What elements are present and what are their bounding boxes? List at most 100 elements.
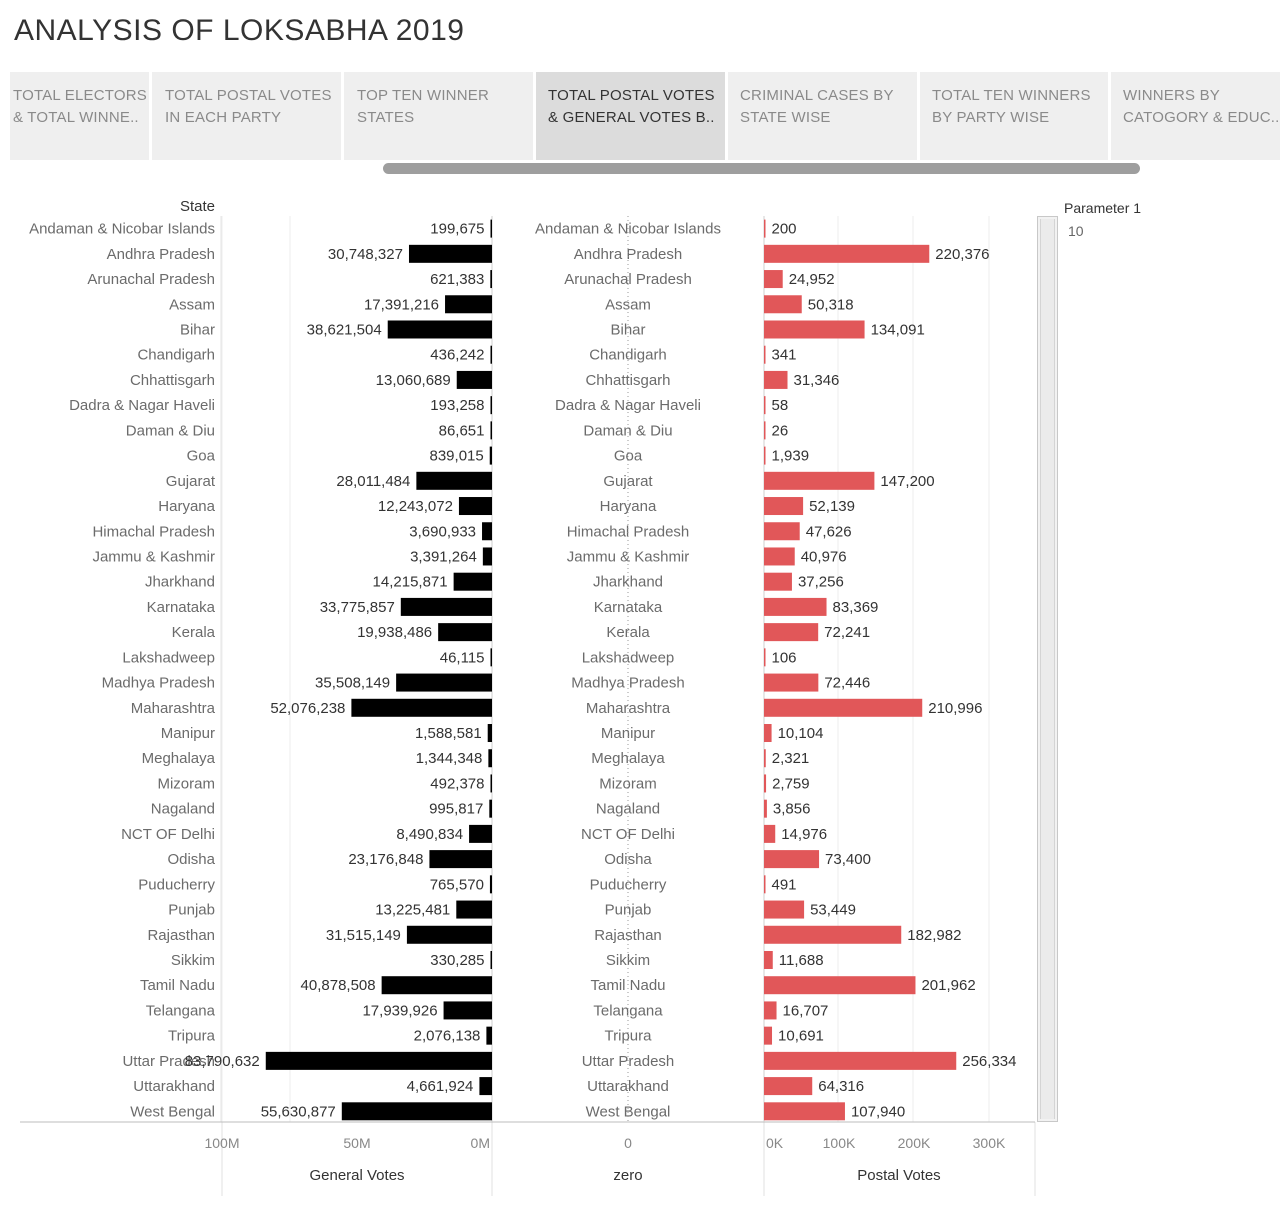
general-votes-bar: [265, 1051, 492, 1070]
postal-votes-label: 147,200: [880, 473, 934, 490]
postal-votes-label: 37,256: [798, 574, 844, 591]
postal-votes-label: 10,104: [778, 725, 824, 742]
state-row-label: Uttar Pradesh: [122, 1053, 215, 1070]
tab-criminal-cases[interactable]: CRIMINAL CASES BY STATE WISE: [728, 72, 917, 160]
zero-pane-state-label: Himachal Pradesh: [567, 523, 690, 540]
postal-votes-label: 210,996: [928, 700, 982, 717]
zero-pane-state-label: NCT OF Delhi: [581, 826, 675, 843]
tab-postal-general-votes[interactable]: TOTAL POSTAL VOTES & GENERAL VOTES B..: [536, 72, 725, 160]
state-row-label: Arunachal Pradesh: [87, 271, 215, 288]
postal-votes-bar: [764, 219, 766, 238]
postal-votes-label: 182,982: [907, 927, 961, 944]
general-votes-bar: [445, 295, 492, 314]
general-votes-bar: [400, 597, 492, 616]
postal-votes-label: 2,759: [772, 775, 810, 792]
zero-pane-state-label: Jharkhand: [593, 574, 663, 591]
state-row-label: Maharashtra: [131, 700, 216, 717]
zero-pane-state-label: Bihar: [610, 321, 645, 338]
postal-votes-bar: [764, 370, 788, 389]
zero-pane-state-label: Chandigarh: [589, 347, 667, 364]
zero-pane-state-label: Tamil Nadu: [590, 977, 665, 994]
postal-votes-bar: [764, 824, 776, 843]
tab-ten-winners-party[interactable]: TOTAL TEN WINNERS BY PARTY WISE: [920, 72, 1108, 160]
tab-label-line1: TOTAL ELECTORS: [13, 87, 147, 104]
parameter-scrollbar-thumb[interactable]: [1040, 219, 1055, 1119]
general-votes-bar: [341, 1102, 492, 1121]
postal-votes-label: 1,939: [772, 448, 810, 465]
general-votes-bar: [490, 396, 492, 415]
postal-axis-tick: 100K: [823, 1135, 856, 1151]
state-row-label: Rajasthan: [147, 927, 215, 944]
general-votes-bar: [408, 244, 492, 263]
general-votes-bar: [489, 799, 492, 818]
general-votes-bar: [490, 774, 492, 793]
general-axis-tick: 50M: [343, 1135, 370, 1151]
state-row-label: Sikkim: [171, 952, 215, 969]
general-votes-bar: [416, 471, 492, 490]
postal-votes-label: 10,691: [778, 1028, 824, 1045]
state-row-label: Haryana: [158, 498, 215, 515]
general-votes-label: 1,588,581: [415, 725, 482, 742]
tab-label-line2: CATOGORY & EDUC..: [1123, 109, 1280, 126]
postal-votes-label: 341: [772, 347, 797, 364]
postal-votes-label: 220,376: [935, 246, 989, 263]
postal-votes-bar: [764, 396, 766, 415]
postal-votes-bar: [764, 446, 766, 465]
zero-pane-state-label: Manipur: [601, 725, 655, 742]
general-votes-label: 330,285: [430, 952, 484, 969]
general-votes-label: 492,378: [430, 775, 484, 792]
state-row-label: Andhra Pradesh: [107, 246, 215, 263]
postal-votes-bar: [764, 799, 767, 818]
state-row-label: Goa: [187, 448, 216, 465]
general-votes-bar: [487, 724, 492, 743]
tab-top-ten-winner-states[interactable]: TOP TEN WINNER STATES: [344, 72, 533, 160]
postal-votes-label: 26: [772, 422, 789, 439]
general-votes-bar: [489, 446, 492, 465]
zero-pane-state-label: Arunachal Pradesh: [564, 271, 692, 288]
general-votes-bar: [381, 976, 492, 995]
postal-votes-label: 73,400: [825, 851, 871, 868]
postal-votes-bar: [764, 1026, 773, 1045]
general-votes-label: 995,817: [429, 801, 483, 818]
general-votes-bar: [482, 547, 492, 566]
tab-winners-category[interactable]: WINNERS BY CATOGORY & EDUC..: [1111, 72, 1280, 160]
tab-strip-scrollbar[interactable]: [383, 163, 1140, 174]
general-votes-label: 23,176,848: [348, 851, 423, 868]
postal-votes-axis-title: Postal Votes: [857, 1167, 940, 1184]
general-votes-label: 765,570: [430, 876, 484, 893]
general-votes-label: 8,490,834: [396, 826, 463, 843]
postal-votes-label: 47,626: [806, 523, 852, 540]
tab-label-line1: TOTAL POSTAL VOTES: [548, 87, 715, 104]
state-row-label: Karnataka: [147, 599, 216, 616]
general-votes-bar: [469, 824, 492, 843]
state-row-label: Andaman & Nicobar Islands: [29, 221, 215, 238]
general-votes-bar: [479, 1077, 492, 1096]
general-votes-bar: [488, 749, 492, 768]
general-votes-label: 621,383: [430, 271, 484, 288]
state-row-label: Nagaland: [151, 801, 215, 818]
tab-label-line1: WINNERS BY: [1123, 87, 1221, 104]
zero-pane-state-label: Uttar Pradesh: [582, 1053, 675, 1070]
page-title: ANALYSIS OF LOKSABHA 2019: [14, 14, 465, 47]
general-votes-bar: [438, 623, 492, 642]
postal-votes-label: 3,856: [773, 801, 811, 818]
postal-votes-label: 83,369: [833, 599, 879, 616]
state-row-label: Kerala: [172, 624, 216, 641]
postal-axis-tick: 0K: [766, 1135, 784, 1151]
tab-total-postal-votes-party[interactable]: TOTAL POSTAL VOTES IN EACH PARTY: [152, 72, 341, 160]
zero-pane-state-label: Nagaland: [596, 801, 660, 818]
state-row-label: Tripura: [168, 1028, 216, 1045]
postal-votes-label: 11,688: [779, 952, 824, 969]
tab-total-electors[interactable]: TOTAL ELECTORS & TOTAL WINNE..: [10, 72, 149, 160]
postal-votes-bar: [764, 497, 804, 516]
state-row-label: Gujarat: [166, 473, 216, 490]
general-votes-label: 38,621,504: [307, 321, 382, 338]
state-row-label: Bihar: [180, 321, 215, 338]
parameter-value[interactable]: 10: [1068, 223, 1084, 239]
postal-votes-label: 50,318: [808, 296, 854, 313]
general-votes-label: 199,675: [430, 221, 484, 238]
parameter-scrollbar[interactable]: [1037, 216, 1058, 1122]
postal-votes-bar: [764, 572, 792, 591]
general-votes-bar: [490, 648, 492, 667]
